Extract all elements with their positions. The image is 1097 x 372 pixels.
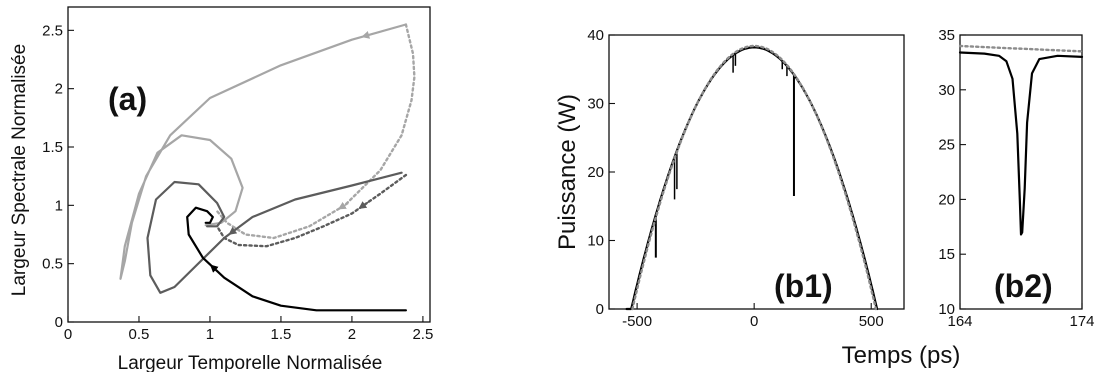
chart-b2-series-0 xyxy=(958,51,1084,236)
chart-a-ytick-label: 1 xyxy=(55,197,63,214)
chart-b2-ytick-label: 20 xyxy=(938,191,955,208)
chart-a-series-3 xyxy=(215,173,408,248)
chart-a-series-1 xyxy=(215,23,416,240)
chart-b1-xtick-label: -500 xyxy=(622,313,652,330)
chart-a-arrow xyxy=(228,226,239,235)
chart-a-series-0 xyxy=(119,23,407,280)
chart-a-arrow xyxy=(337,201,349,210)
chart-a-ytick-label: 2 xyxy=(55,81,63,98)
chart-a-xtick-label: 0.5 xyxy=(129,326,150,343)
chart-b2-ytick-label: 25 xyxy=(938,137,955,154)
chart-b1-ytick-label: 20 xyxy=(587,164,604,181)
chart-b1-series-1 xyxy=(631,44,878,311)
panel-label-a: (a) xyxy=(108,81,147,117)
chart-b2-ytick-label: 10 xyxy=(938,301,955,318)
chart-b2: 164 174 10 15 20 25 30 35 (b2) xyxy=(938,27,1094,330)
chart-a-ytick-label: 1.5 xyxy=(42,139,63,156)
chart-b1-ytick-label: 30 xyxy=(587,96,604,113)
chart-b2-xtick-label: 174 xyxy=(1069,313,1094,330)
chart-a-ylabel: Largeur Spectrale Normalisée xyxy=(9,44,30,296)
chart-b2-ytick-label: 35 xyxy=(938,27,955,44)
panel-label-b2: (b2) xyxy=(994,268,1053,304)
chart-b1-frame xyxy=(608,34,905,310)
chart-b1: -500 0 500 0 10 20 30 40 (b1) Puissance (W) xyxy=(554,27,905,330)
chart-b1-ytick-label: 40 xyxy=(587,27,604,44)
chart-a-xtick-label: 1.5 xyxy=(271,326,292,343)
chart-a-series-2 xyxy=(146,171,403,294)
chart-a-ytick-label: 2.5 xyxy=(42,22,63,39)
chart-a-arrow xyxy=(361,31,374,39)
chart-b1-xtick-label: 500 xyxy=(859,313,884,330)
chart-b1-ytick-label: 10 xyxy=(587,233,604,250)
chart-a-xtick-label: 0 xyxy=(64,326,72,343)
chart-b1-ytick-label: 0 xyxy=(596,301,604,318)
chart-a-ytick-label: 0 xyxy=(55,314,63,331)
chart-a-xtick-label: 2.5 xyxy=(412,326,433,343)
chart-a-frame xyxy=(67,6,431,323)
panel-label-b1: (b1) xyxy=(774,268,833,304)
chart-a-arrow xyxy=(358,201,369,210)
chart-b-xlabel: Temps (ps) xyxy=(842,342,961,369)
chart-b1-ylabel: Puissance (W) xyxy=(554,94,581,250)
chart-a-xlabel: Largeur Temporelle Normalisée xyxy=(118,353,383,372)
chart-a-series-4 xyxy=(186,206,407,312)
chart-b1-xtick-label: 0 xyxy=(750,313,758,330)
chart-b2-series-1 xyxy=(958,44,1084,53)
chart-b2-frame xyxy=(959,34,1083,310)
chart-b2-ytick-label: 30 xyxy=(938,82,955,99)
chart-b2-ytick-label: 15 xyxy=(938,246,955,263)
chart-a-xtick-label: 1 xyxy=(206,326,214,343)
chart-a-ytick-label: 0.5 xyxy=(42,256,63,273)
chart-a-arrow xyxy=(209,264,220,274)
chart-b2-xtick-label: 164 xyxy=(947,313,972,330)
chart-a: 0 0.5 1 1.5 2 2.5 0 0.5 1 1.5 2 2.5 (a) Largeur Tem… xyxy=(9,6,433,372)
chart-a-xtick-label: 2 xyxy=(348,326,356,343)
